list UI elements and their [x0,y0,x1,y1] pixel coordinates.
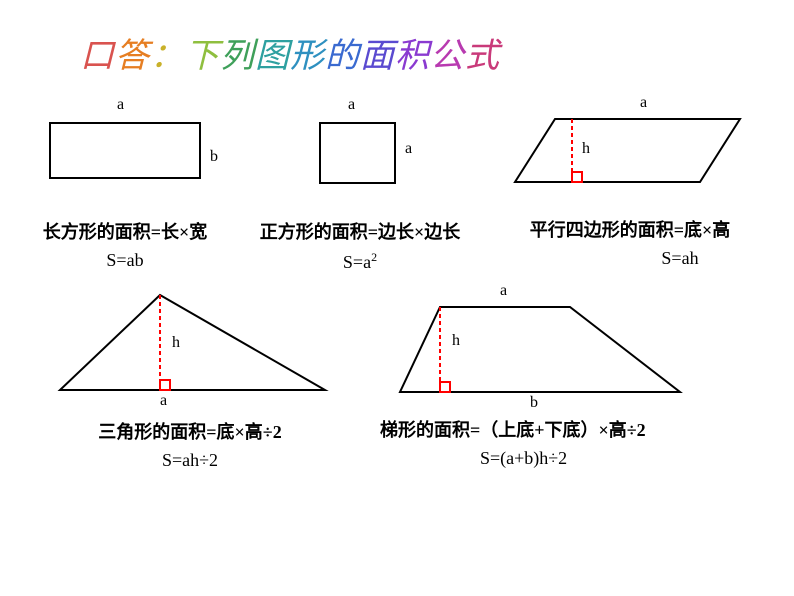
tri-label-h: h [172,334,180,352]
para-formula-text: 平行四边形的面积=底×高 [490,216,770,242]
square-formula-s: S=a2 [250,250,470,273]
trapezoid-shape [390,302,690,402]
square-shape [315,118,405,188]
trap-label-a: a [500,282,507,300]
page-title: 口答：下列图形的面积公式 [80,28,500,77]
square-block: a a 正方形的面积=边长×边长 S=a2 [250,100,470,273]
rect-label-a: a [117,96,124,114]
parallelogram-block: a h 平行四边形的面积=底×高 S=ah [490,98,770,269]
rectangle-shape [45,118,205,188]
triangle-shape [50,290,330,400]
square-label-top: a [348,96,355,114]
tri-formula-text: 三角形的面积=底×高÷2 [40,418,340,444]
trap-formula-text: 梯形的面积=（上底+下底）×高÷2 [370,416,730,442]
trap-label-h: h [452,332,460,350]
trap-label-b: b [530,394,538,412]
trapezoid-block: a h b 梯形的面积=（上底+下底）×高÷2 S=(a+b)h÷2 [370,288,730,469]
tri-formula-s: S=ah÷2 [40,450,340,471]
rectangle-block: a b 长方形的面积=长×宽 S=ab [20,100,230,271]
square-formula-text: 正方形的面积=边长×边长 [250,218,470,244]
rect-formula-text: 长方形的面积=长×宽 [20,218,230,244]
triangle-block: h a 三角形的面积=底×高÷2 S=ah÷2 [40,290,340,471]
parallelogram-shape [510,114,750,189]
trap-formula-s: S=(a+b)h÷2 [370,448,730,469]
para-label-h: h [582,140,590,158]
para-label-a: a [640,94,647,112]
square-label-right: a [405,140,412,158]
tri-label-a: a [160,392,167,410]
para-formula-s: S=ah [590,248,770,269]
rect-label-b: b [210,148,218,166]
rect-formula-s: S=ab [20,250,230,271]
